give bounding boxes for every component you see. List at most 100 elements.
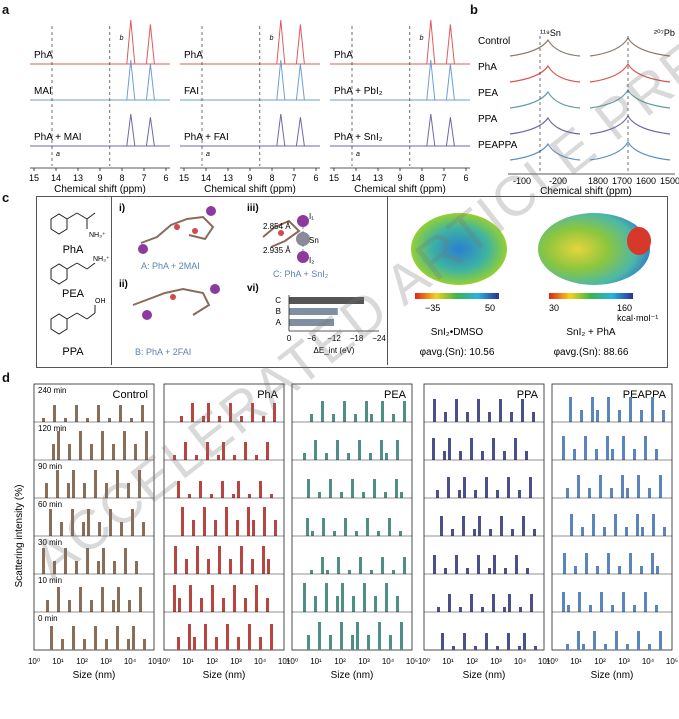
a-peak xyxy=(445,24,455,65)
d-bar xyxy=(53,405,56,422)
esp-left-phi: φavg.(Sn): 10.56 xyxy=(420,347,495,358)
esp-colorbar-left xyxy=(415,293,499,299)
molecule-column: NH₃⁺ NH₃⁺ OH PhA PEA PPA xyxy=(37,197,112,365)
d-bar xyxy=(569,397,572,422)
b-row-label: PhA xyxy=(478,62,497,73)
d-bar xyxy=(252,520,255,536)
d-bar xyxy=(203,507,206,536)
d-bar xyxy=(45,483,48,498)
d-bar xyxy=(437,607,440,612)
d-bar xyxy=(637,475,640,498)
d-bar xyxy=(229,559,232,574)
a-x-title: Chemical shift (ppm) xyxy=(354,184,446,195)
esp-map-drawings: −35 50 30 160 kcal·mol⁻¹ SnI₂•DMSO SnI₂ … xyxy=(411,213,658,358)
d-bar xyxy=(466,568,469,574)
d-bar xyxy=(508,594,511,612)
d-bar xyxy=(263,507,266,536)
d-bar xyxy=(400,492,403,498)
a-x-title: Chemical shift (ppm) xyxy=(204,184,296,195)
atom-i2-label: I₂ xyxy=(309,256,314,265)
b-row-label: PPA xyxy=(478,114,498,125)
d-bar xyxy=(351,479,354,498)
d-bar xyxy=(128,600,131,612)
d-bar xyxy=(621,475,624,498)
esp-right-unit: kcal·mol⁻¹ xyxy=(617,313,658,323)
subpanel-ii-label: ii) xyxy=(119,279,128,290)
d-bar xyxy=(447,477,450,498)
d-bar xyxy=(433,555,436,574)
d-bar xyxy=(119,405,122,422)
d-bar xyxy=(218,416,221,422)
d-bar xyxy=(240,546,243,574)
d-tick-label: 10³ xyxy=(230,657,242,666)
d-bar xyxy=(142,522,145,536)
a-row-label: PhA + FAI xyxy=(184,132,229,143)
subpanel-i-label: i) xyxy=(119,203,125,214)
d-y-title: Scattering intensity (%) xyxy=(14,485,25,588)
a-peak xyxy=(445,63,455,101)
d-bar xyxy=(229,403,232,422)
b-sn-trace xyxy=(509,38,581,57)
d-bar xyxy=(135,561,138,574)
d-bar xyxy=(656,566,659,574)
d-bar xyxy=(380,440,383,460)
d-tick-label: 10² xyxy=(334,657,346,666)
d-tick-label: 10³ xyxy=(100,657,112,666)
a-tick-label: 13 xyxy=(373,173,383,183)
d-bar xyxy=(355,531,358,536)
d-bar xyxy=(448,594,451,612)
d-bar xyxy=(57,431,60,460)
d-bar xyxy=(440,516,443,536)
d-bar xyxy=(500,516,503,536)
d-bar xyxy=(459,607,462,612)
d-bar xyxy=(333,531,336,536)
d-bar xyxy=(42,418,45,422)
a-row-label: FAI xyxy=(184,86,199,97)
d-bar xyxy=(396,440,399,460)
a-peak xyxy=(426,113,436,147)
d-bar xyxy=(466,412,469,422)
d-bar xyxy=(251,559,254,574)
d-bar xyxy=(101,431,104,460)
d-bar xyxy=(474,646,477,650)
d-bar xyxy=(181,507,184,536)
a-row-label: PhA xyxy=(184,50,203,61)
d-bar xyxy=(266,442,269,460)
a-peak xyxy=(276,19,286,65)
d-x-title: Size (nm) xyxy=(463,670,506,681)
d-bar xyxy=(584,436,587,460)
d-bar xyxy=(354,414,357,422)
d-bar xyxy=(49,509,52,536)
d-bar xyxy=(358,440,361,460)
d-tick-label: 10¹ xyxy=(182,657,194,666)
d-bar xyxy=(318,492,321,498)
d-bar xyxy=(515,555,518,574)
d-bar xyxy=(222,442,225,460)
b-sn-trace xyxy=(509,142,581,161)
c-bar xyxy=(289,319,334,326)
d-tick-label: 10⁵ xyxy=(406,657,418,666)
a-tick-label: 9 xyxy=(247,173,252,183)
d-bar xyxy=(322,518,325,536)
d-bar xyxy=(266,598,269,612)
panel-label-c: c xyxy=(2,190,10,205)
d-bar xyxy=(131,509,134,536)
c-bar-cat: A xyxy=(276,318,282,327)
d-column-title: Control xyxy=(113,389,148,401)
d-bar xyxy=(83,483,86,498)
d-bar xyxy=(185,559,188,574)
d-bar xyxy=(622,436,625,460)
a-row-label: PhA xyxy=(34,50,53,61)
a-peak xyxy=(126,113,136,147)
d-bar xyxy=(340,622,343,650)
d-bar xyxy=(633,449,636,460)
d-bar xyxy=(611,605,614,612)
d-bar xyxy=(101,587,104,612)
d-bar xyxy=(385,453,388,460)
d-bar xyxy=(589,605,592,612)
d-bar xyxy=(663,527,666,536)
d-bar xyxy=(325,583,328,612)
d-bar xyxy=(123,431,126,460)
d-bar xyxy=(562,436,565,460)
d-bar xyxy=(116,626,119,650)
